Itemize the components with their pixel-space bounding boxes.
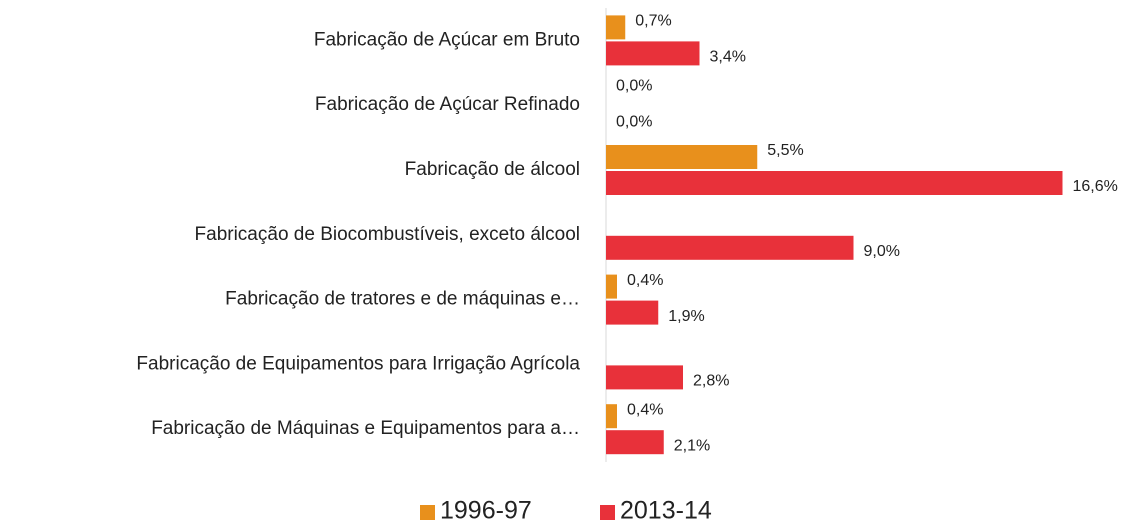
bar [606, 145, 758, 169]
category-label: Fabricação de Biocombustíveis, exceto ál… [195, 224, 580, 245]
bar [606, 300, 659, 325]
category-label: Fabricação de tratores e de máquinas e… [225, 289, 580, 310]
value-label: 0,7% [635, 13, 671, 30]
value-label: 16,6% [1073, 178, 1118, 195]
bar [606, 365, 683, 390]
value-label: 1,9% [668, 308, 704, 325]
category-label: Fabricação de Açúcar em Bruto [314, 29, 580, 50]
value-label: 9,0% [864, 243, 900, 260]
bar [606, 15, 626, 40]
legend-label: 2013-14 [620, 497, 712, 524]
bar [606, 430, 664, 455]
category-label: Fabricação de álcool [405, 159, 580, 180]
value-label: 0,4% [627, 272, 663, 289]
legend-label: 1996-97 [440, 497, 532, 524]
legend-swatch [420, 505, 435, 520]
value-label: 0,4% [627, 401, 663, 418]
value-label: 2,1% [674, 437, 710, 454]
value-label: 5,5% [767, 142, 803, 159]
bar [606, 171, 1063, 195]
category-label: Fabricação de Máquinas e Equipamentos pa… [151, 418, 580, 439]
bar [606, 274, 617, 299]
category-label: Fabricação de Açúcar Refinado [315, 94, 580, 115]
value-label: 3,4% [710, 49, 746, 66]
bar [606, 404, 617, 429]
legend-swatch [600, 505, 615, 520]
bar [606, 235, 854, 260]
bar [606, 41, 700, 66]
value-label: 2,8% [693, 373, 729, 390]
category-label: Fabricação de Equipamentos para Irrigaçã… [136, 353, 580, 374]
value-label: 0,0% [616, 77, 652, 94]
value-label: 0,0% [616, 113, 652, 130]
